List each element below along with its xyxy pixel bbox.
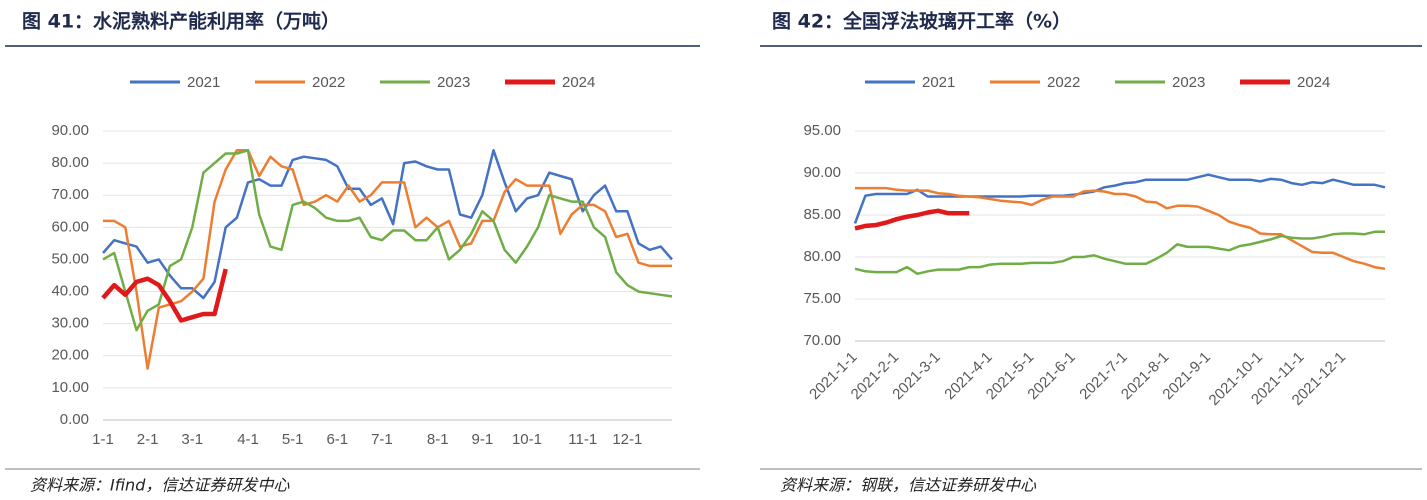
x-tick-label: 12-1	[612, 431, 642, 448]
chart-title: 图 42：全国浮法玻璃开工率（%）	[772, 10, 1071, 33]
legend-label: 2024	[562, 74, 595, 91]
series-line	[103, 149, 672, 370]
y-tick-label: 30.00	[51, 315, 89, 332]
series-line	[101, 268, 228, 323]
y-tick-label: 0.00	[60, 411, 89, 428]
legend-label: 2024	[1297, 74, 1330, 91]
x-tick-label: 4-1	[237, 431, 259, 448]
y-tick-label: 50.00	[51, 250, 89, 267]
series-line	[102, 149, 673, 300]
y-tick-label: 85.00	[803, 206, 841, 223]
y-tick-label: 10.00	[51, 379, 89, 396]
y-tick-label: 40.00	[51, 283, 89, 300]
x-tick-label: 6-1	[326, 431, 348, 448]
x-tick-label: 9-1	[471, 431, 493, 448]
y-tick-label: 90.00	[803, 164, 841, 181]
legend-label: 2022	[1047, 74, 1080, 91]
source-note: 资料来源：钢联，信达证券研发中心	[780, 476, 1037, 495]
series-line	[854, 208, 970, 231]
legend-label: 2021	[187, 74, 220, 91]
x-tick-label: 11-1	[568, 431, 597, 448]
y-tick-label: 70.00	[51, 186, 89, 203]
x-tick-label: 2-1	[137, 431, 159, 448]
y-tick-label: 90.00	[51, 122, 89, 139]
x-tick-label: 8-1	[427, 431, 449, 448]
series-line	[854, 230, 1385, 276]
x-tick-label: 3-1	[181, 431, 203, 448]
y-tick-label: 60.00	[51, 218, 89, 235]
series-line	[855, 186, 1386, 271]
legend-label: 2021	[922, 74, 955, 91]
chart-title: 图 41：水泥熟料产能利用率（万吨）	[22, 10, 340, 33]
series-line	[102, 149, 673, 332]
legend-label: 2022	[312, 74, 345, 91]
x-tick-label: 5-1	[282, 431, 304, 448]
source-note: 资料来源：Ifind，信达证券研发中心	[30, 476, 290, 495]
x-tick-label: 10-1	[512, 431, 542, 448]
y-tick-label: 75.00	[803, 290, 841, 307]
y-tick-label: 20.00	[51, 347, 89, 364]
x-tick-label: 1-1	[92, 431, 114, 448]
y-tick-label: 95.00	[803, 122, 841, 139]
x-tick-label: 7-1	[371, 431, 393, 448]
series-line	[853, 173, 1386, 224]
legend-label: 2023	[1172, 74, 1205, 91]
y-tick-label: 70.00	[803, 332, 841, 349]
y-tick-label: 80.00	[51, 154, 89, 171]
y-tick-label: 80.00	[803, 248, 841, 265]
legend-label: 2023	[437, 74, 470, 91]
